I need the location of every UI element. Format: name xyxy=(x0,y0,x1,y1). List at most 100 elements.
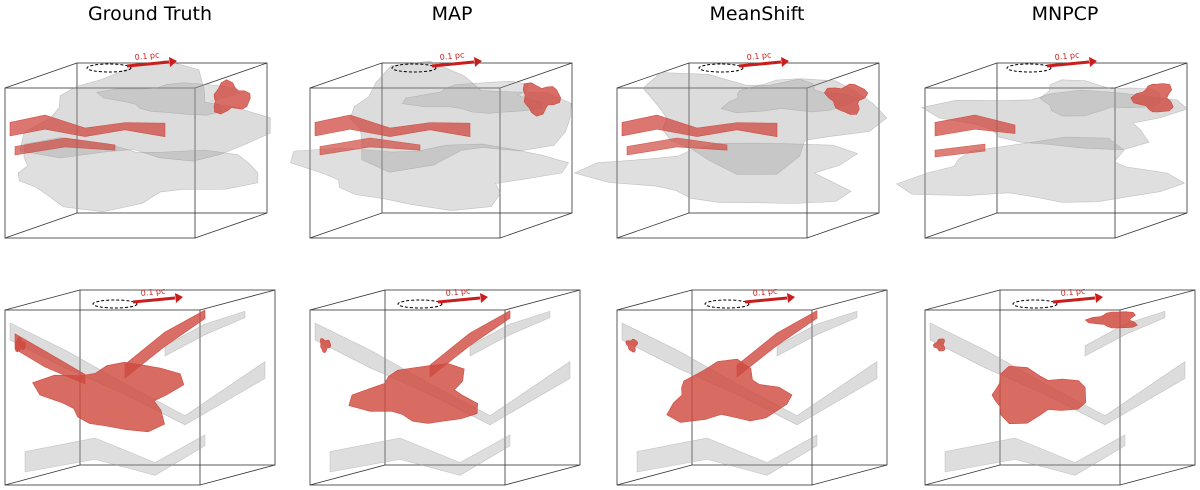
red-isosurface xyxy=(32,361,185,433)
red-isosurface xyxy=(1084,311,1138,329)
red-isosurface xyxy=(314,114,471,138)
red-isosurface xyxy=(14,137,116,156)
cube-edge xyxy=(1119,464,1196,486)
cube-edge xyxy=(806,62,880,89)
panel-title-map: MAP xyxy=(431,3,473,25)
cube-edge xyxy=(806,212,880,239)
cube-edge xyxy=(504,289,581,311)
red-isosurface xyxy=(348,363,479,424)
scale-ellipse xyxy=(698,63,744,73)
scale-arrowhead xyxy=(175,293,183,303)
cube-edge xyxy=(4,464,81,486)
scale-arrow xyxy=(744,296,788,304)
red-isosurface xyxy=(666,358,793,423)
cube-edge xyxy=(504,464,581,486)
red-isosurface xyxy=(15,336,26,353)
scale-arrowhead xyxy=(169,57,177,67)
cube-edge xyxy=(1119,289,1196,311)
gray-isosurface xyxy=(24,434,206,476)
cube-edge xyxy=(4,212,78,239)
red-isosurface xyxy=(522,82,562,117)
cube-back-face xyxy=(384,289,581,466)
scale-bar-label: 0.1 pc xyxy=(445,286,471,298)
gray-isosurface xyxy=(17,137,259,213)
cube-edge xyxy=(499,212,573,239)
scale-ellipse xyxy=(1012,299,1058,309)
red-isosurface xyxy=(9,114,166,138)
cube-edge xyxy=(309,62,383,89)
panel-row1-col4: 0.1 pc xyxy=(895,50,1189,239)
panel-row2-col3: 0.1 pc xyxy=(616,286,888,486)
scale-arrow xyxy=(437,296,481,304)
red-isosurface xyxy=(213,79,251,115)
cube-edge xyxy=(924,212,998,239)
scale-bar-label: 0.1 pc xyxy=(439,50,465,62)
gray-isosurface xyxy=(636,434,818,476)
red-isosurface xyxy=(625,338,639,353)
cube-edge xyxy=(4,289,81,311)
gray-isosurface xyxy=(776,310,858,357)
cube-edge xyxy=(924,464,1001,486)
red-isosurface xyxy=(319,338,332,354)
cube-edge xyxy=(811,289,888,311)
scale-arrow xyxy=(1046,60,1090,68)
scale-arrow xyxy=(126,60,170,68)
cube-front-face xyxy=(4,309,201,486)
cube-edge xyxy=(309,289,386,311)
gray-isosurface xyxy=(164,310,246,357)
cube-edge xyxy=(1114,212,1188,239)
gray-isosurface xyxy=(895,136,1186,203)
cube-front-face xyxy=(924,309,1121,486)
scale-ellipse xyxy=(391,63,437,73)
panel-title-mnpcp: MNPCP xyxy=(1031,3,1099,25)
cube-edge xyxy=(1114,62,1188,89)
gray-isosurface xyxy=(329,434,511,476)
red-isosurface xyxy=(14,333,86,385)
gray-isosurface xyxy=(469,310,551,357)
panel-row2-col4: 0.1 pc xyxy=(924,286,1196,486)
scale-bar-label: 0.1 pc xyxy=(746,50,772,62)
scale-ellipse xyxy=(704,299,750,309)
scale-arrow xyxy=(431,60,475,68)
gray-isosurface xyxy=(96,82,241,116)
cube-edge xyxy=(4,62,78,89)
gray-isosurface xyxy=(1039,79,1161,117)
red-isosurface xyxy=(824,83,869,115)
panel-title-ground-truth: Ground Truth xyxy=(87,3,213,25)
cube-front-face xyxy=(4,87,196,239)
cube-edge xyxy=(924,289,1001,311)
cube-edge xyxy=(199,289,276,311)
gray-isosurface xyxy=(401,80,544,114)
cube-front-face xyxy=(309,309,506,486)
cube-edge xyxy=(616,62,690,89)
cube-edge xyxy=(811,464,888,486)
scale-arrow xyxy=(1052,296,1096,304)
gray-isosurface xyxy=(290,143,570,211)
cube-edge xyxy=(924,62,998,89)
scale-bar-label: 0.1 pc xyxy=(140,286,166,298)
panel-row1-col1: 0.1 pc xyxy=(4,50,271,239)
scale-bar-label: 0.1 pc xyxy=(1060,286,1086,298)
panel-row2-col2: 0.1 pc xyxy=(309,286,581,486)
scale-arrowhead xyxy=(781,57,789,67)
scale-bar-label: 0.1 pc xyxy=(1054,50,1080,62)
scale-arrow xyxy=(738,60,782,68)
gray-isosurface xyxy=(920,89,1189,151)
scale-arrowhead xyxy=(480,293,488,303)
red-isosurface xyxy=(736,310,818,378)
cube-front-face xyxy=(309,87,501,239)
panel-row1-col2: 0.1 pc xyxy=(290,50,573,239)
red-isosurface xyxy=(626,137,728,156)
scale-ellipse xyxy=(1006,63,1052,73)
scale-ellipse xyxy=(86,63,132,73)
gray-isosurface xyxy=(944,434,1126,476)
scale-arrowhead xyxy=(787,293,795,303)
red-isosurface xyxy=(429,310,511,378)
scale-bar-label: 0.1 pc xyxy=(752,286,778,298)
scale-arrow xyxy=(132,296,176,304)
panel-row1-col3: 0.1 pc xyxy=(573,50,888,239)
panel-row2-col1: 0.1 pc xyxy=(4,286,276,486)
scale-arrowhead xyxy=(1089,57,1097,67)
cube-edge xyxy=(616,464,693,486)
